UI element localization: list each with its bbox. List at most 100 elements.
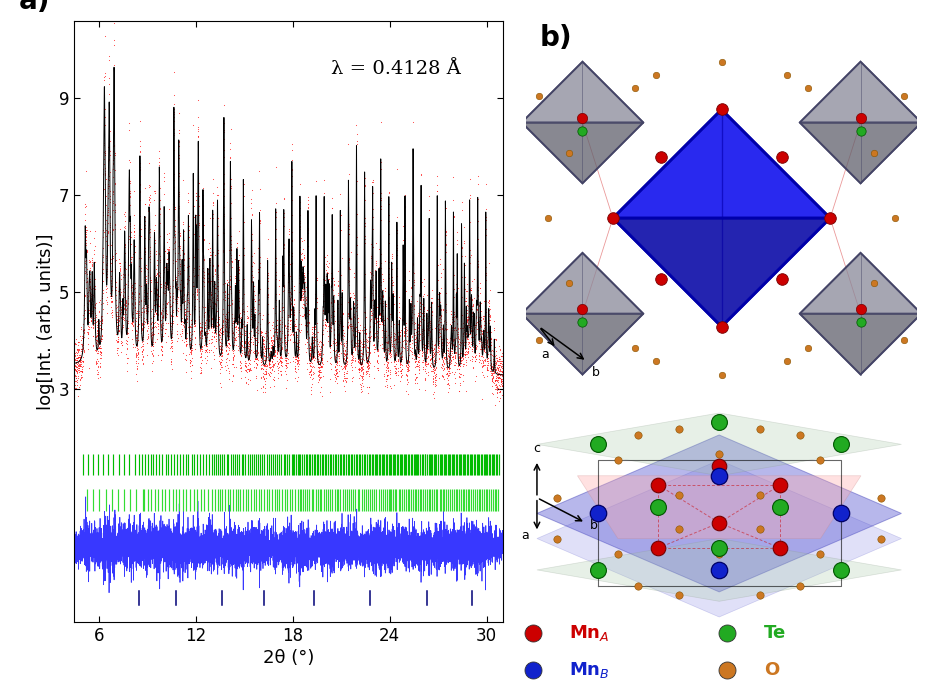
Point	[237, 347, 252, 358]
Point	[325, 273, 340, 284]
Point	[94, 333, 109, 344]
Point	[365, 253, 380, 264]
Point	[95, 298, 110, 308]
Point	[220, 326, 235, 337]
Point	[68, 356, 83, 367]
Point	[455, 375, 470, 386]
Point	[385, 321, 400, 332]
Point	[427, 393, 442, 404]
Point	[108, 302, 123, 313]
Point	[208, 321, 223, 332]
Point	[428, 355, 443, 366]
Point	[190, 275, 205, 286]
Point	[273, 353, 288, 364]
Point	[344, 346, 358, 357]
Point	[220, 334, 235, 345]
Point	[442, 350, 457, 360]
Point	[93, 323, 108, 334]
Point	[202, 324, 217, 335]
Point	[483, 329, 498, 340]
Point	[315, 353, 330, 364]
Point	[146, 310, 161, 321]
Point	[493, 350, 508, 361]
Point	[143, 274, 158, 285]
Point	[444, 338, 459, 349]
Point	[279, 330, 294, 341]
Point	[381, 330, 396, 341]
Point	[163, 324, 178, 334]
Point	[288, 373, 303, 384]
Polygon shape	[577, 476, 861, 538]
Point	[379, 353, 394, 364]
Point	[286, 306, 301, 317]
Point	[93, 311, 108, 321]
Point	[492, 354, 506, 365]
Point	[71, 358, 86, 369]
Point	[454, 272, 469, 282]
Point	[206, 187, 221, 198]
Point	[225, 358, 240, 369]
Point	[181, 196, 196, 207]
Point	[491, 374, 506, 385]
Point	[297, 276, 312, 287]
Point	[181, 321, 196, 332]
Point	[470, 280, 485, 291]
Point	[375, 291, 390, 302]
Point	[115, 323, 129, 334]
Point	[415, 363, 430, 374]
Point	[460, 320, 475, 331]
Point	[323, 374, 338, 385]
Point	[412, 345, 426, 356]
Point	[484, 363, 499, 374]
Point	[334, 308, 349, 319]
Point	[233, 348, 248, 359]
Point	[462, 321, 477, 332]
Point	[359, 341, 374, 352]
Point	[69, 361, 84, 372]
Point	[314, 350, 329, 361]
Point	[159, 228, 174, 239]
Point	[227, 349, 242, 360]
Point	[153, 257, 168, 268]
Point	[363, 314, 378, 325]
Point	[339, 367, 354, 378]
Point	[432, 332, 447, 343]
Point	[452, 360, 467, 371]
Point	[396, 220, 411, 231]
Point	[279, 345, 294, 356]
Point	[452, 368, 466, 379]
Point	[362, 326, 377, 337]
Point	[148, 295, 163, 306]
Point	[229, 321, 244, 332]
Point	[179, 340, 194, 351]
Point	[338, 358, 353, 369]
Point	[267, 340, 282, 351]
Point	[104, 280, 119, 291]
Point	[140, 316, 155, 327]
Point	[388, 367, 403, 378]
Point	[434, 340, 449, 351]
Point	[156, 222, 171, 233]
Point	[484, 350, 499, 360]
Point	[224, 344, 239, 355]
Point	[287, 350, 302, 361]
Point	[163, 295, 178, 306]
Point	[126, 287, 141, 298]
Point	[194, 365, 209, 376]
Point	[294, 263, 309, 274]
Point	[71, 390, 86, 401]
Point	[190, 233, 205, 244]
Point	[205, 173, 220, 184]
Point	[223, 228, 237, 239]
Point	[342, 252, 357, 263]
Point	[368, 303, 383, 314]
Point	[319, 287, 334, 298]
Point	[139, 297, 154, 308]
Point	[488, 375, 503, 386]
Point	[246, 339, 261, 350]
Point	[178, 318, 193, 329]
Point	[81, 303, 96, 314]
Point	[182, 334, 197, 345]
Point	[423, 352, 438, 363]
Point	[236, 289, 251, 300]
